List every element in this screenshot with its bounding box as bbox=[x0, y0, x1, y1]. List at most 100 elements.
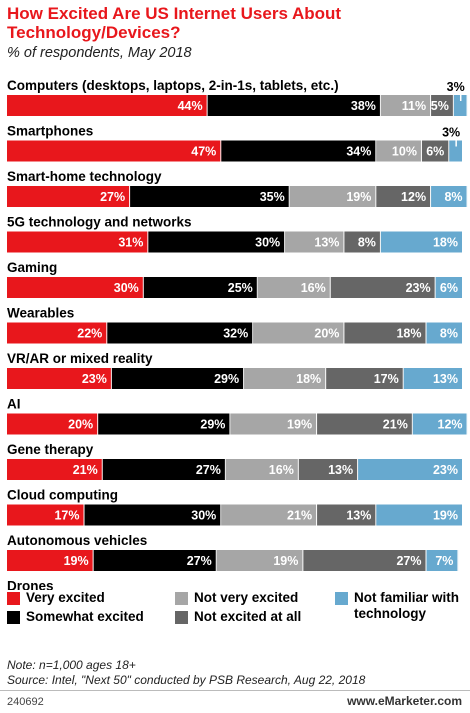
data-label: 23% bbox=[82, 372, 107, 386]
segment-divider bbox=[343, 231, 345, 253]
segment-divider bbox=[224, 459, 226, 480]
segment-divider bbox=[462, 277, 463, 298]
segment-divider bbox=[329, 277, 331, 298]
segment-divider bbox=[462, 322, 463, 344]
legend-item-not-very-excited: Not very excited bbox=[175, 590, 298, 606]
bar-segment-somewhat-excited bbox=[207, 95, 381, 116]
data-label: 5% bbox=[431, 99, 449, 113]
data-label: 18% bbox=[433, 236, 458, 250]
segment-divider bbox=[411, 413, 413, 435]
segment-divider bbox=[83, 504, 85, 526]
bar-segment-very-excited bbox=[7, 231, 149, 253]
data-label: 13% bbox=[314, 236, 339, 250]
category-label: Autonomous vehicles bbox=[7, 533, 147, 548]
legend-item-somewhat-excited: Somewhat excited bbox=[7, 609, 144, 625]
data-label: 3% bbox=[447, 80, 465, 94]
segment-divider bbox=[252, 322, 254, 344]
brand-link[interactable]: www.eMarketer.com bbox=[347, 694, 462, 708]
bar-segment-very-excited bbox=[7, 459, 103, 480]
data-label: 6% bbox=[426, 145, 444, 159]
bar-segment-not-very-excited bbox=[257, 277, 331, 298]
bar-segment-somewhat-excited bbox=[102, 459, 226, 480]
data-label: 19% bbox=[287, 418, 312, 432]
bar-segment-very-excited bbox=[7, 504, 85, 526]
data-label: 11% bbox=[402, 99, 426, 113]
bar-segment-not-familiar-with-technology bbox=[431, 186, 468, 207]
chart-subtitle: % of respondents, May 2018 bbox=[7, 45, 192, 61]
segment-divider bbox=[92, 550, 94, 571]
category-label: Gene therapy bbox=[7, 442, 94, 457]
data-label: 22% bbox=[77, 327, 102, 341]
segment-divider bbox=[375, 140, 377, 162]
data-label: 16% bbox=[301, 281, 326, 295]
segment-divider bbox=[462, 459, 463, 480]
segment-divider bbox=[375, 504, 377, 526]
legend-label: Not very excited bbox=[194, 590, 299, 605]
segment-divider bbox=[206, 95, 208, 116]
bar-segment-not-very-excited bbox=[380, 95, 432, 116]
data-label: 12% bbox=[401, 190, 426, 204]
note-text: Note: n=1,000 ages 18+ bbox=[7, 658, 136, 672]
bar-segment-not-very-excited bbox=[221, 504, 318, 526]
legend-label: Somewhat excited bbox=[26, 609, 144, 624]
segment-divider bbox=[316, 504, 318, 526]
bar-segment-not-excited-at-all bbox=[431, 95, 454, 116]
data-label: 20% bbox=[314, 327, 339, 341]
segment-divider bbox=[325, 368, 327, 389]
data-label: 47% bbox=[191, 145, 216, 159]
data-label: 17% bbox=[374, 372, 399, 386]
chart-id: 240692 bbox=[7, 696, 44, 708]
legend-label: Not familiar with technology bbox=[354, 590, 460, 621]
bar-segment-not-very-excited bbox=[216, 550, 304, 571]
segment-divider bbox=[425, 322, 427, 344]
data-label: 29% bbox=[214, 372, 239, 386]
segment-divider bbox=[375, 186, 377, 207]
bar-segment-not-excited-at-all bbox=[298, 459, 359, 480]
data-label: 12% bbox=[438, 418, 463, 432]
category-label: VR/AR or mixed reality bbox=[7, 351, 153, 366]
bar-segment-not-excited-at-all bbox=[344, 322, 427, 344]
category-label: Cloud computing bbox=[7, 488, 118, 503]
legend-swatch bbox=[7, 592, 20, 605]
data-label: 20% bbox=[68, 418, 93, 432]
bar-segment-not-very-excited bbox=[225, 459, 299, 480]
bar-segment-very-excited bbox=[7, 186, 131, 207]
data-label: 8% bbox=[440, 327, 458, 341]
bar-segment-very-excited bbox=[7, 277, 144, 298]
data-label: 30% bbox=[114, 281, 139, 295]
bar-segment-not-excited-at-all bbox=[317, 504, 377, 526]
bar-segment-not-familiar-with-technology bbox=[358, 459, 463, 480]
stacked-bar-chart: Computers (desktops, laptops, 2-in-1s, t… bbox=[7, 78, 468, 590]
footer-divider bbox=[0, 690, 470, 691]
bar-segment-not-very-excited bbox=[230, 413, 318, 435]
segment-divider bbox=[284, 231, 286, 253]
segment-divider bbox=[452, 95, 454, 116]
segment-divider bbox=[357, 459, 359, 480]
data-label: 23% bbox=[406, 281, 431, 295]
bar-segment-very-excited bbox=[7, 95, 208, 116]
segment-divider bbox=[297, 459, 299, 480]
segment-divider bbox=[462, 140, 463, 162]
bar-segment-somewhat-excited bbox=[111, 368, 245, 389]
bar-segment-very-excited bbox=[7, 413, 99, 435]
bar-segment-not-excited-at-all bbox=[376, 186, 432, 207]
data-label: 7% bbox=[435, 554, 453, 568]
bar-segment-not-familiar-with-technology bbox=[426, 550, 459, 571]
segment-divider bbox=[379, 231, 381, 253]
bar-segment-not-familiar-with-technology bbox=[453, 95, 468, 116]
segment-divider bbox=[448, 140, 450, 162]
data-label: 19% bbox=[433, 509, 458, 523]
source-text: Source: Intel, "Next 50" conducted by PS… bbox=[7, 673, 366, 687]
bar-segment-somewhat-excited bbox=[93, 550, 217, 571]
data-label: 25% bbox=[228, 281, 253, 295]
data-label: 18% bbox=[396, 327, 421, 341]
legend: Very excited Somewhat excited Not very e… bbox=[7, 590, 467, 650]
legend-swatch bbox=[175, 592, 188, 605]
data-label: 13% bbox=[433, 372, 458, 386]
data-label: 30% bbox=[255, 236, 280, 250]
segment-divider bbox=[316, 413, 318, 435]
category-label: Smartphones bbox=[7, 124, 93, 139]
segment-divider bbox=[430, 95, 432, 116]
category-label: 5G technology and networks bbox=[7, 215, 192, 230]
bar-segment-not-very-excited bbox=[244, 368, 327, 389]
